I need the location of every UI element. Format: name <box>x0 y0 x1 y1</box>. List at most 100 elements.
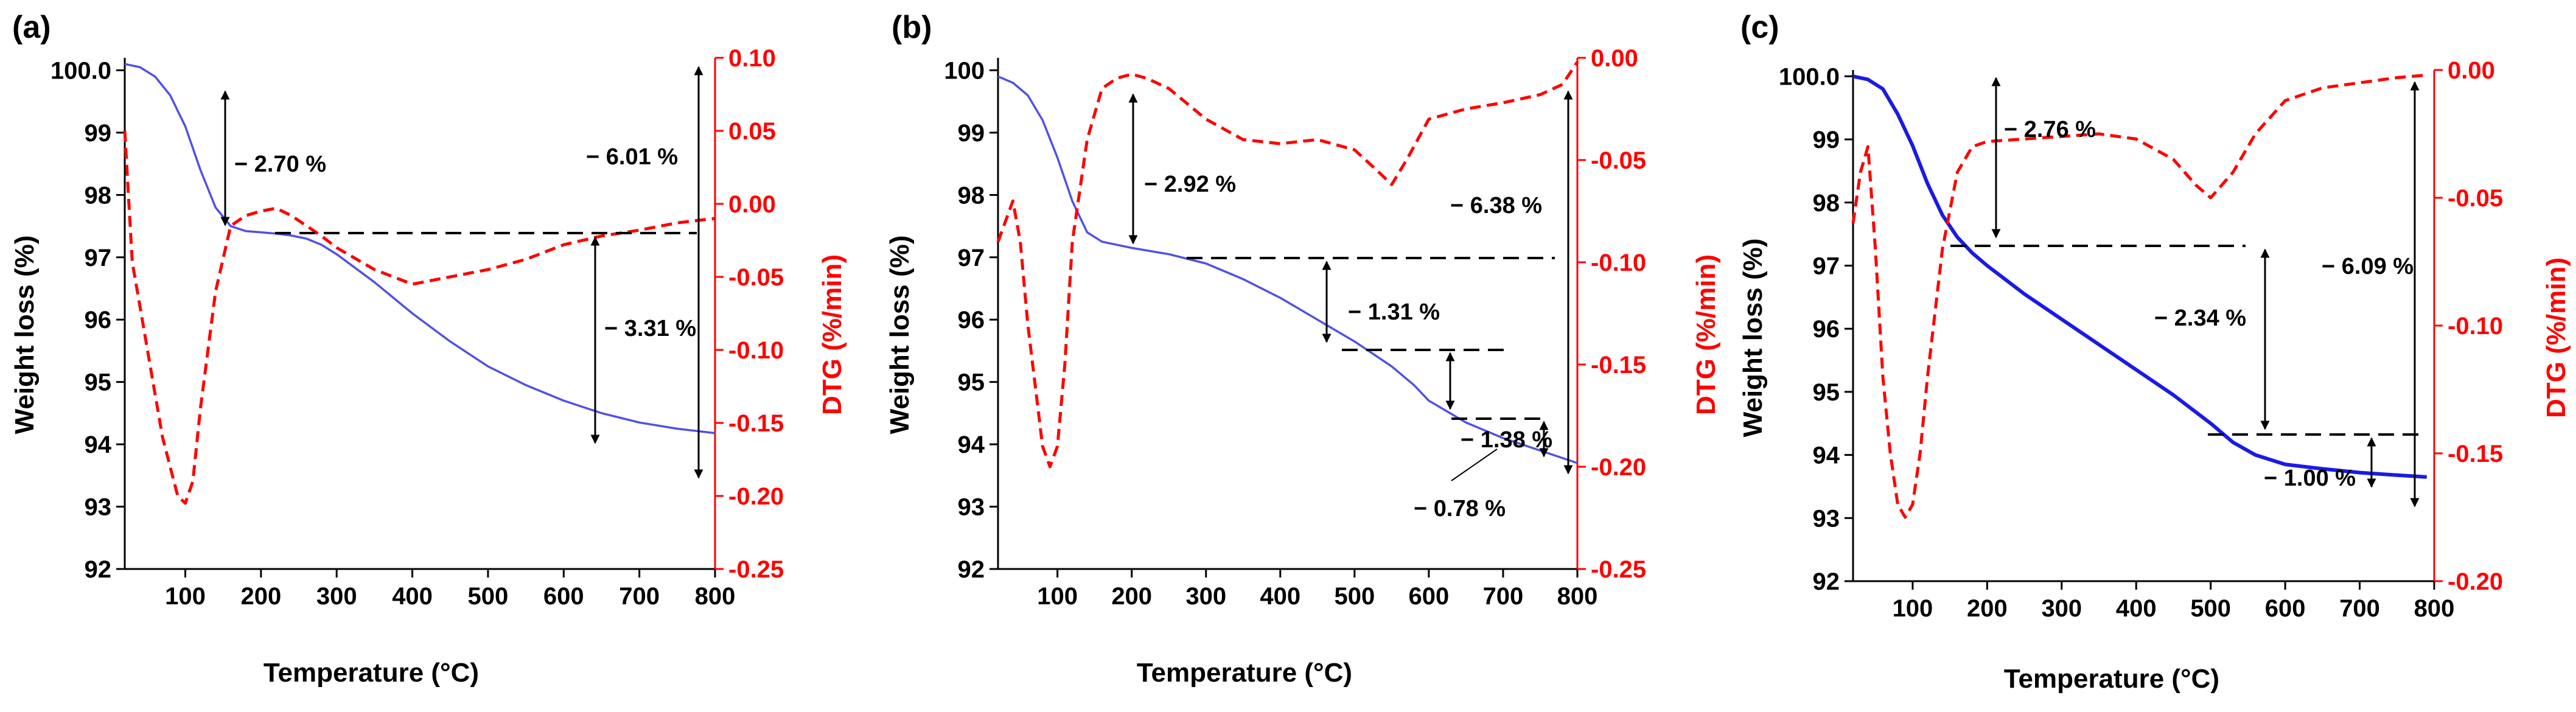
panel-a-x-tick-label: 500 <box>468 583 509 610</box>
panel-b-annot-2-92: − 2.92 % <box>1144 172 1236 197</box>
panel-a-right-tick-label: 0.00 <box>728 191 776 218</box>
panel-a-tg-series-line <box>124 63 716 435</box>
panel-b-left-tick-label: 94 <box>958 431 985 458</box>
panel-c-annot-2-76: − 2.76 % <box>2004 117 2096 142</box>
panel-a-x-tick-label: 700 <box>619 583 660 610</box>
panel-c-dtg-series-line <box>1851 73 2428 519</box>
panel-a-x-title: Temperature (°C) <box>264 658 479 688</box>
panel-a-annot-3-31: − 3.31 % <box>604 316 696 341</box>
panel-c-left-tick-label: 94 <box>1813 442 1840 469</box>
panel-c-plot: 100 200 300 400 500 600 700 800 92 93 94 95 96 97 98 99… <box>1779 57 2503 622</box>
panel-a-right-tick-label: -0.15 <box>728 410 784 437</box>
panel-a-right-tick-label: 0.10 <box>728 45 776 72</box>
panel-b-x-tick-label: 500 <box>1334 583 1375 610</box>
panel-c-right-tick-label: -0.15 <box>2448 441 2503 467</box>
panel-c-left-tick-label: 92 <box>1813 568 1840 595</box>
panel-a-left-tick-label: 97 <box>85 245 112 271</box>
panel-b-annot-0-78: − 0.78 % <box>1414 496 1506 522</box>
panel-b-plot: 100 200 300 400 500 600 700 800 92 93 94 95 96 97 98 99… <box>944 45 1646 610</box>
panel-b-right-tick-label: -0.05 <box>1591 147 1646 174</box>
panel-b-left-tick-label: 92 <box>958 556 985 583</box>
panel-c-right-tick-label: 0.00 <box>2448 57 2495 84</box>
panel-a-right-tick-label: -0.05 <box>728 264 784 291</box>
panel-a-left-tick-label: 94 <box>85 431 112 458</box>
panel-c-x-tick-label: 700 <box>2339 595 2380 622</box>
panel-a-left-tick-label: 99 <box>85 120 112 147</box>
panel-a-left-tick-label: 100.0 <box>51 57 111 84</box>
panel-b-left-tick-label: 98 <box>958 182 985 209</box>
panel-c-left-tick-label: 98 <box>1813 190 1840 217</box>
panel-c-left-tick-label: 99 <box>1813 127 1840 153</box>
panel-b-right-tick-label: -0.10 <box>1591 250 1646 276</box>
panel-c-right-tick-label: -0.20 <box>2448 568 2503 595</box>
panel-b-x-tick-label: 400 <box>1260 583 1300 610</box>
panel-c-x-tick-label: 100 <box>1893 595 1933 622</box>
panel-b-left-y-title: Weight loss (%) <box>885 236 915 435</box>
panel-a-right-y-title: DTG (%/min) <box>817 254 847 415</box>
panel-c-x-tick-label: 300 <box>2041 595 2082 622</box>
panel-a-x-tick-label: 300 <box>316 583 357 610</box>
panel-b-x-tick-label: 200 <box>1111 583 1152 610</box>
panel-a-label: (a) <box>12 10 51 45</box>
panel-b-right-tick-label: 0.00 <box>1591 45 1638 72</box>
panel-a-plot: 100 200 300 400 500 600 700 800 92 93 94 95 96 97 98 99… <box>51 45 784 610</box>
panel-a-dtg-series-line <box>123 130 716 505</box>
panel-b-x-tick-label: 100 <box>1037 583 1078 610</box>
panel-c-left-tick-label: 97 <box>1813 253 1840 279</box>
panel-c-annot-2-34: − 2.34 % <box>2154 305 2246 331</box>
panel-a-left-tick-label: 98 <box>85 182 112 209</box>
panel-c-left-tick-label: 96 <box>1813 316 1840 343</box>
panel-a-left-tick-label: 92 <box>85 556 112 583</box>
panel-c-left-y-title: Weight loss (%) <box>1738 239 1768 438</box>
panel-c-x-tick-label: 200 <box>1967 595 2008 622</box>
panel-b-right-y-title: DTG (%/min) <box>1691 254 1721 415</box>
panel-c-annot-1-00: − 1.00 % <box>2264 466 2356 491</box>
panel-a-x-tick-label: 600 <box>543 583 584 610</box>
panel-c-annot-6-09: − 6.09 % <box>2322 254 2414 279</box>
panel-a-left-tick-label: 93 <box>85 494 112 521</box>
panel-a-x-tick-label: 200 <box>240 583 281 610</box>
panel-c-x-title: Temperature (°C) <box>2004 664 2219 694</box>
panel-b-left-tick-label: 97 <box>958 245 985 271</box>
panel-b-x-title: Temperature (°C) <box>1137 658 1352 688</box>
panel-a-annot-6-01: − 6.01 % <box>586 144 678 170</box>
panel-b-left-tick-label: 96 <box>958 307 985 333</box>
panel-c-left-tick-label: 95 <box>1813 379 1840 406</box>
panel-a-x-tick-label: 100 <box>165 583 206 610</box>
panel-a-annotations: − 2.70 % − 6.01 % − 3.31 % <box>220 66 703 479</box>
panel-c-label: (c) <box>1740 10 1779 45</box>
panel-b-left-tick-label: 95 <box>958 369 985 396</box>
panel-b-x-tick-label: 700 <box>1483 583 1524 610</box>
panel-b-left-tick-label: 99 <box>958 120 985 147</box>
panel-b: (b) 100 200 300 400 500 600 700 800 92 93 94 95 96 97… <box>885 10 1721 688</box>
panel-b-left-tick-label: 100 <box>944 57 985 84</box>
panel-a-annot-2-70: − 2.70 % <box>234 152 326 177</box>
panel-a: (a) 100 200 300 400 500 600 700 800 92 93 94 95 96 97… <box>10 10 847 688</box>
panel-c-left-tick-label: 100.0 <box>1779 63 1840 90</box>
panel-c-x-tick-label: 400 <box>2116 595 2157 622</box>
panel-b-left-tick-label: 93 <box>958 494 985 521</box>
panel-c-x-tick-label: 600 <box>2265 595 2306 622</box>
panel-a-left-tick-label: 96 <box>85 307 112 333</box>
panel-c-x-tick-label: 800 <box>2414 595 2455 622</box>
panel-a-right-tick-label: 0.05 <box>728 118 776 145</box>
panel-a-left-y-title: Weight loss (%) <box>10 236 40 435</box>
panel-b-leader-0-78 <box>1451 448 1498 481</box>
panel-b-right-tick-label: -0.15 <box>1591 352 1646 379</box>
panel-a-left-tick-label: 95 <box>85 369 112 396</box>
panel-c-right-tick-label: -0.05 <box>2448 185 2503 212</box>
panel-b-tg-series-line <box>997 75 1578 464</box>
panel-b-dtg-series-line <box>996 61 1579 469</box>
panel-b-x-tick-label: 800 <box>1557 583 1598 610</box>
panel-c: (c) 100 200 300 400 500 600 700 800 92 93 94 95 96 97… <box>1738 10 2571 694</box>
panel-b-annot-1-31: − 1.31 % <box>1348 299 1440 325</box>
panel-b-annot-1-38: − 1.38 % <box>1461 427 1552 453</box>
panel-b-label: (b) <box>892 10 932 45</box>
panel-b-annot-6-38: − 6.38 % <box>1450 193 1542 218</box>
panel-b-right-tick-label: -0.20 <box>1591 454 1646 481</box>
panel-c-annotations: − 2.76 % − 6.09 % − 2.34 % − 1.00 % <box>1950 77 2421 508</box>
panel-c-right-y-title: DTG (%/min) <box>2541 257 2571 418</box>
panel-b-right-tick-label: -0.25 <box>1591 556 1646 583</box>
panel-a-x-tick-label: 800 <box>695 583 736 610</box>
